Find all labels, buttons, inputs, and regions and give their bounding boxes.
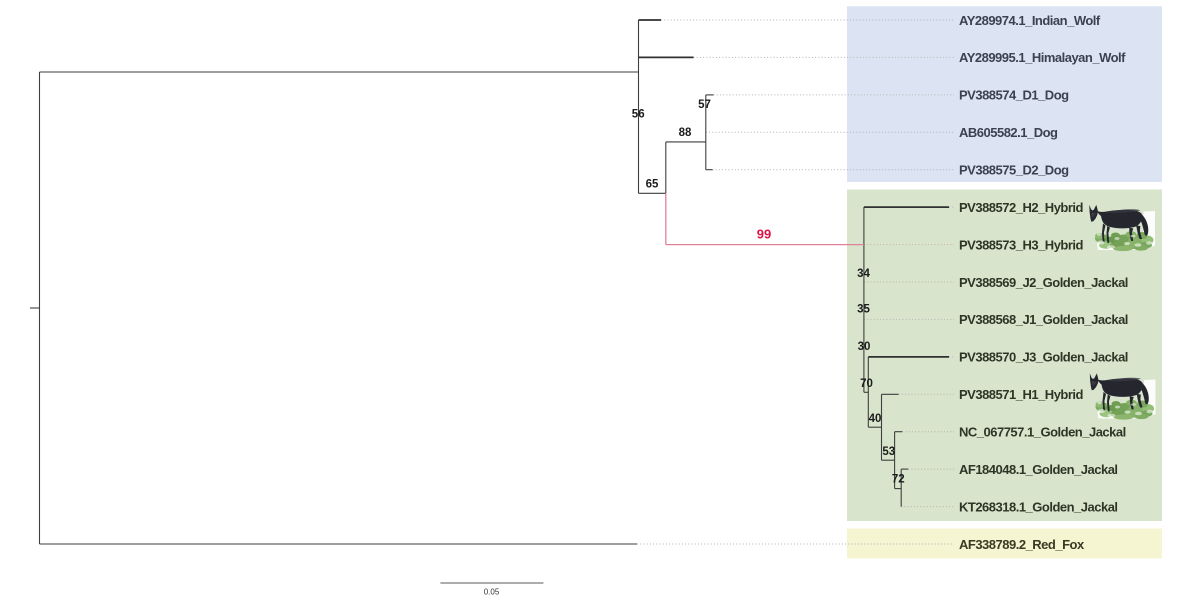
- svg-text:NC_067757.1_Golden_Jackal: NC_067757.1_Golden_Jackal: [959, 425, 1126, 440]
- svg-text:AB605582.1_Dog: AB605582.1_Dog: [959, 125, 1058, 140]
- svg-text:65: 65: [646, 179, 659, 191]
- svg-text:30: 30: [858, 341, 871, 353]
- svg-text:KT268318.1_Golden_Jackal: KT268318.1_Golden_Jackal: [959, 499, 1118, 514]
- svg-text:70: 70: [860, 378, 873, 390]
- svg-text:72: 72: [892, 474, 905, 486]
- svg-text:40: 40: [869, 413, 882, 425]
- svg-text:PV388569_J2_Golden_Jackal: PV388569_J2_Golden_Jackal: [959, 275, 1128, 290]
- svg-text:PV388568_J1_Golden_Jackal: PV388568_J1_Golden_Jackal: [959, 312, 1128, 327]
- svg-text:35: 35: [857, 304, 870, 316]
- svg-text:56: 56: [632, 109, 645, 121]
- svg-text:57: 57: [698, 99, 711, 111]
- svg-text:99: 99: [757, 226, 771, 241]
- svg-text:PV388571_H1_Hybrid: PV388571_H1_Hybrid: [959, 387, 1084, 402]
- svg-text:88: 88: [679, 127, 692, 139]
- svg-text:PV388570_J3_Golden_Jackal: PV388570_J3_Golden_Jackal: [959, 350, 1128, 365]
- svg-text:PV388572_H2_Hybrid: PV388572_H2_Hybrid: [959, 200, 1084, 215]
- svg-text:AY289974.1_Indian_Wolf: AY289974.1_Indian_Wolf: [959, 13, 1101, 28]
- svg-text:AF338789.2_Red_Fox: AF338789.2_Red_Fox: [959, 537, 1085, 552]
- svg-text:PV388575_D2_Dog: PV388575_D2_Dog: [959, 163, 1069, 178]
- svg-text:AY289995.1_Himalayan_Wolf: AY289995.1_Himalayan_Wolf: [959, 50, 1126, 65]
- svg-text:53: 53: [882, 446, 895, 458]
- svg-text:PV388574_D1_Dog: PV388574_D1_Dog: [959, 88, 1069, 103]
- svg-text:0.05: 0.05: [484, 588, 500, 597]
- svg-text:34: 34: [857, 268, 870, 280]
- svg-text:AF184048.1_Golden_Jackal: AF184048.1_Golden_Jackal: [959, 462, 1118, 477]
- svg-text:PV388573_H3_Hybrid: PV388573_H3_Hybrid: [959, 237, 1084, 252]
